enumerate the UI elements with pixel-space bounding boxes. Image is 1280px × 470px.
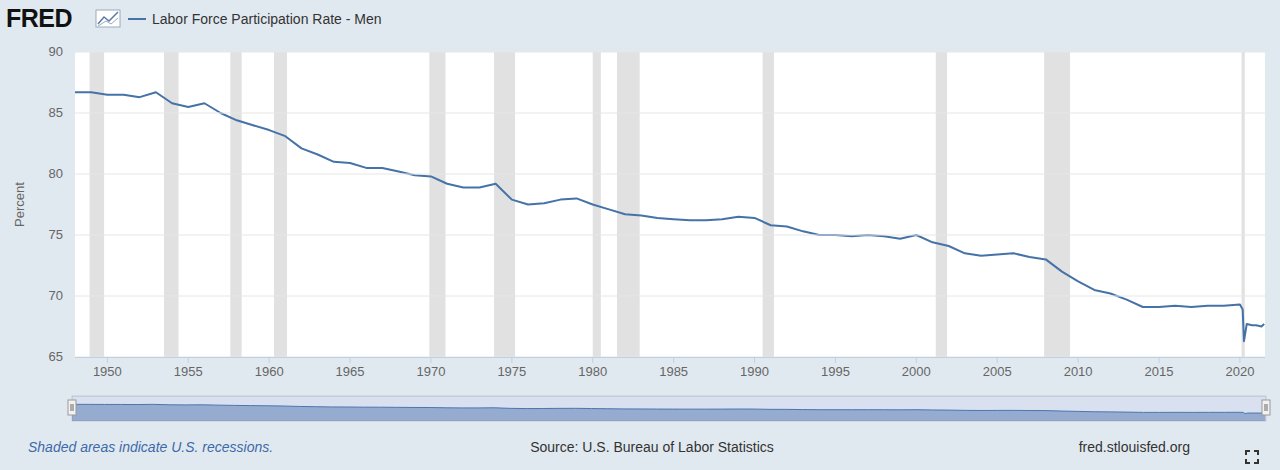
grid-line bbox=[75, 113, 1265, 114]
background bbox=[0, 0, 1280, 470]
recession-band bbox=[274, 52, 287, 357]
recession-band bbox=[617, 52, 640, 357]
x-tick bbox=[430, 357, 431, 363]
plot-area bbox=[75, 52, 1265, 357]
x-tick-label: 1990 bbox=[740, 364, 769, 379]
x-tick-label: 1970 bbox=[416, 364, 445, 379]
y-tick-label: 65 bbox=[49, 349, 63, 364]
legend-swatch bbox=[128, 18, 146, 20]
navigator-bg bbox=[72, 396, 1266, 421]
navigator-handle[interactable] bbox=[1262, 400, 1270, 415]
navigator bbox=[68, 396, 1270, 421]
x-tick bbox=[592, 357, 593, 363]
fullscreen-corner[interactable] bbox=[1254, 459, 1258, 463]
recession-band bbox=[763, 52, 774, 357]
x-tick bbox=[188, 357, 189, 363]
x-tick-label: 1985 bbox=[659, 364, 688, 379]
x-tick bbox=[1159, 357, 1160, 363]
y-tick-label: 75 bbox=[49, 227, 63, 242]
y-tick-label: 90 bbox=[49, 44, 63, 59]
x-tick-label: 1955 bbox=[174, 364, 203, 379]
x-tick-label: 1980 bbox=[578, 364, 607, 379]
navigator-handle-box[interactable] bbox=[1262, 400, 1270, 415]
navigator-handle-grip bbox=[1265, 404, 1266, 411]
x-tick-label: 2015 bbox=[1145, 364, 1174, 379]
logo-icon-line bbox=[98, 18, 118, 26]
recession-band bbox=[429, 52, 445, 357]
x-tick-label: 2020 bbox=[1225, 364, 1254, 379]
y-axis-label: Percent bbox=[12, 182, 27, 227]
navigator-handle-grip bbox=[73, 404, 74, 411]
chart: 65 70 75 80 85 90 1950 1955 1960 1965 1970 1975 1980… bbox=[0, 0, 1280, 470]
recession-band bbox=[1044, 52, 1070, 357]
y-tick-label: 80 bbox=[49, 166, 63, 181]
fullscreen-corner[interactable] bbox=[1246, 459, 1250, 463]
site: fred.stlouisfed.org bbox=[1079, 439, 1190, 455]
recession-band bbox=[494, 52, 515, 357]
recession-band bbox=[230, 52, 241, 357]
y-tick-label: 85 bbox=[49, 105, 63, 120]
x-tick bbox=[107, 357, 108, 363]
x-tick bbox=[754, 357, 755, 363]
grid-line bbox=[75, 52, 1265, 53]
grid-line bbox=[75, 296, 1265, 297]
plot-group bbox=[75, 52, 1264, 357]
recession-band bbox=[936, 52, 947, 357]
x-tick bbox=[1239, 357, 1240, 363]
recession-band bbox=[90, 52, 105, 357]
footnote: Shaded areas indicate U.S. recessions. bbox=[28, 439, 273, 455]
source: Source: U.S. Bureau of Labor Statistics bbox=[530, 439, 774, 455]
series-line bbox=[75, 92, 1264, 341]
x-tick-label: 1995 bbox=[821, 364, 850, 379]
x-tick bbox=[673, 357, 674, 363]
grid-line bbox=[75, 174, 1265, 175]
x-tick-label: 2000 bbox=[902, 364, 931, 379]
navigator-handle-grip bbox=[71, 404, 72, 411]
x-tick bbox=[350, 357, 351, 363]
grid-line bbox=[75, 357, 1265, 358]
recession-band bbox=[164, 52, 179, 357]
x-tick bbox=[916, 357, 917, 363]
x-tick-label: 2005 bbox=[983, 364, 1012, 379]
navigator-handle-box[interactable] bbox=[68, 400, 76, 415]
fullscreen-corner[interactable] bbox=[1246, 451, 1250, 455]
y-tick-label: 70 bbox=[49, 288, 63, 303]
x-tick-label: 1975 bbox=[497, 364, 526, 379]
navigator-handle[interactable] bbox=[68, 400, 76, 415]
fullscreen-corner[interactable] bbox=[1254, 451, 1258, 455]
grid-line bbox=[75, 235, 1265, 236]
logo-icon-box bbox=[96, 10, 120, 27]
logo: FRED bbox=[6, 4, 72, 32]
x-tick bbox=[1078, 357, 1079, 363]
legend-label: Labor Force Participation Rate - Men bbox=[152, 11, 382, 27]
x-tick bbox=[269, 357, 270, 363]
x-tick bbox=[835, 357, 836, 363]
logo-icon bbox=[96, 10, 120, 27]
x-tick-label: 2010 bbox=[1064, 364, 1093, 379]
x-tick bbox=[511, 357, 512, 363]
x-tick-label: 1960 bbox=[255, 364, 284, 379]
navigator-selection bbox=[72, 396, 1266, 421]
x-tick-label: 1965 bbox=[336, 364, 365, 379]
x-tick bbox=[997, 357, 998, 363]
x-axis-line bbox=[75, 357, 1265, 358]
fullscreen-button[interactable] bbox=[1246, 451, 1258, 463]
x-tick-label: 1950 bbox=[93, 364, 122, 379]
navigator-handle-grip bbox=[1267, 404, 1268, 411]
